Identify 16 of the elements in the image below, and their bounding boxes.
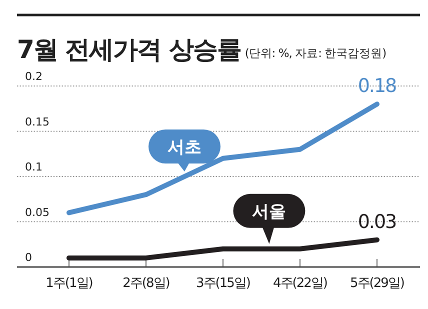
data-label: 0.03 [358, 210, 396, 233]
y-tick-label: 0.15 [25, 115, 50, 128]
y-tick-label: 0.05 [25, 206, 50, 219]
x-tick-label: 4주(22일) [273, 276, 327, 291]
chart-title: 7월 전세가격 상승률 [17, 35, 241, 64]
data-label: 0.18 [358, 75, 396, 98]
chart-subtitle: (단위: %, 자료: 한국감정원) [244, 46, 386, 60]
x-tick-label: 1주(1일) [46, 276, 92, 291]
series-label: 서울 [252, 202, 286, 222]
x-tick-label: 5주(29일) [350, 276, 404, 291]
x-tick-label: 2주(8일) [122, 276, 170, 291]
y-tick-label: 0 [25, 251, 32, 264]
y-tick-label: 0.2 [25, 70, 42, 83]
x-tick-label: 3주(15일) [196, 276, 250, 291]
y-tick-label: 0.1 [25, 160, 42, 174]
series-label: 서초 [168, 138, 202, 158]
